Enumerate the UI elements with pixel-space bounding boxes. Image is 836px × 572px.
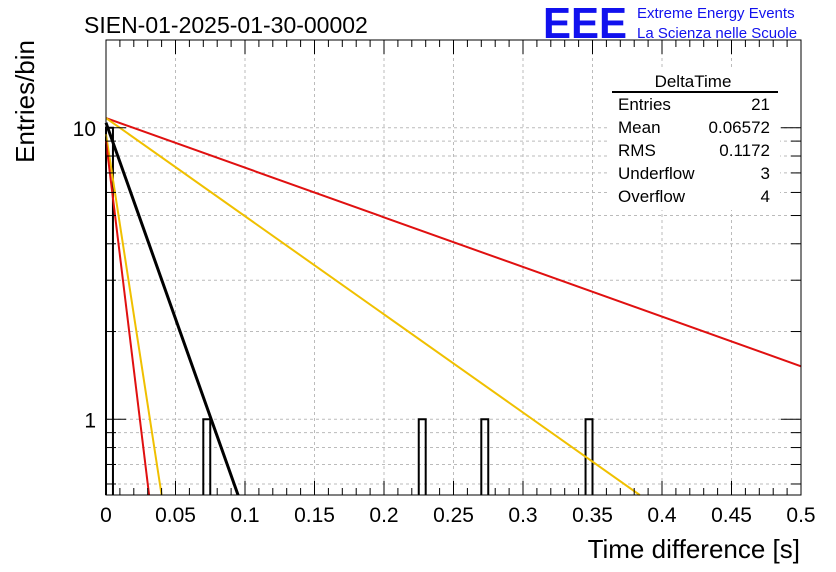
histogram-bin xyxy=(202,418,212,495)
fit-line xyxy=(105,117,802,368)
fit-line xyxy=(105,117,641,496)
stats-label-rms: RMS xyxy=(618,141,656,160)
stats-value-mean: 0.06572 xyxy=(709,118,770,137)
stats-label-overflow: Overflow xyxy=(618,187,686,206)
x-tick-label: 0.2 xyxy=(369,504,398,527)
fit-lines xyxy=(104,117,802,496)
stats-label-underflow: Underflow xyxy=(618,164,695,183)
stats-box: DeltaTime Entries 21 Mean 0.06572 RMS 0.… xyxy=(610,70,780,210)
y-axis-label: Entries/bin xyxy=(10,40,40,163)
x-axis-label: Time difference [s] xyxy=(588,534,800,564)
stats-title: DeltaTime xyxy=(655,72,732,91)
y-tick-label: 1 xyxy=(84,409,96,432)
x-tick-label: 0.45 xyxy=(711,504,752,527)
stats-value-overflow: 4 xyxy=(761,187,770,206)
axis-ticks xyxy=(105,39,802,495)
x-tick-label: 0.15 xyxy=(294,504,335,527)
stats-value-rms: 0.1172 xyxy=(719,141,770,160)
x-tick-labels: 0 0.05 0.1 0.15 0.2 0.25 0.3 0.35 0.4 0.45 0.5 xyxy=(100,504,815,527)
run-title: SIEN-01-2025-01-30-00002 xyxy=(84,12,368,38)
x-tick-label: 0.05 xyxy=(155,504,196,527)
stats-value-entries: 21 xyxy=(751,95,770,114)
stats-label-mean: Mean xyxy=(618,118,661,137)
fit-line xyxy=(104,122,240,496)
fit-line xyxy=(105,140,151,496)
histogram-bars xyxy=(105,126,594,495)
x-tick-label: 0.3 xyxy=(508,504,537,527)
x-tick-label: 0.5 xyxy=(786,504,815,527)
x-tick-label: 0.35 xyxy=(572,504,613,527)
stats-label-entries: Entries xyxy=(618,95,671,114)
x-tick-label: 0.25 xyxy=(433,504,474,527)
histogram-bin xyxy=(417,418,427,495)
stats-box-background xyxy=(610,70,780,210)
histogram-bin xyxy=(480,418,490,495)
logo-line-1: Extreme Energy Events xyxy=(637,5,795,22)
stats-value-underflow: 3 xyxy=(761,164,770,183)
x-tick-label: 0.1 xyxy=(230,504,259,527)
fit-line xyxy=(105,134,163,496)
x-tick-label: 0 xyxy=(100,504,112,527)
logo-line-2: La Scienza nelle Scuole xyxy=(637,25,797,42)
y-tick-label: 10 xyxy=(73,118,96,141)
eee-logo: EEE Extreme Energy Events La Scienza nel… xyxy=(543,0,797,48)
y-tick-labels: 1 10 xyxy=(73,118,96,433)
x-tick-label: 0.4 xyxy=(647,504,677,527)
logo-text: EEE xyxy=(543,0,627,48)
